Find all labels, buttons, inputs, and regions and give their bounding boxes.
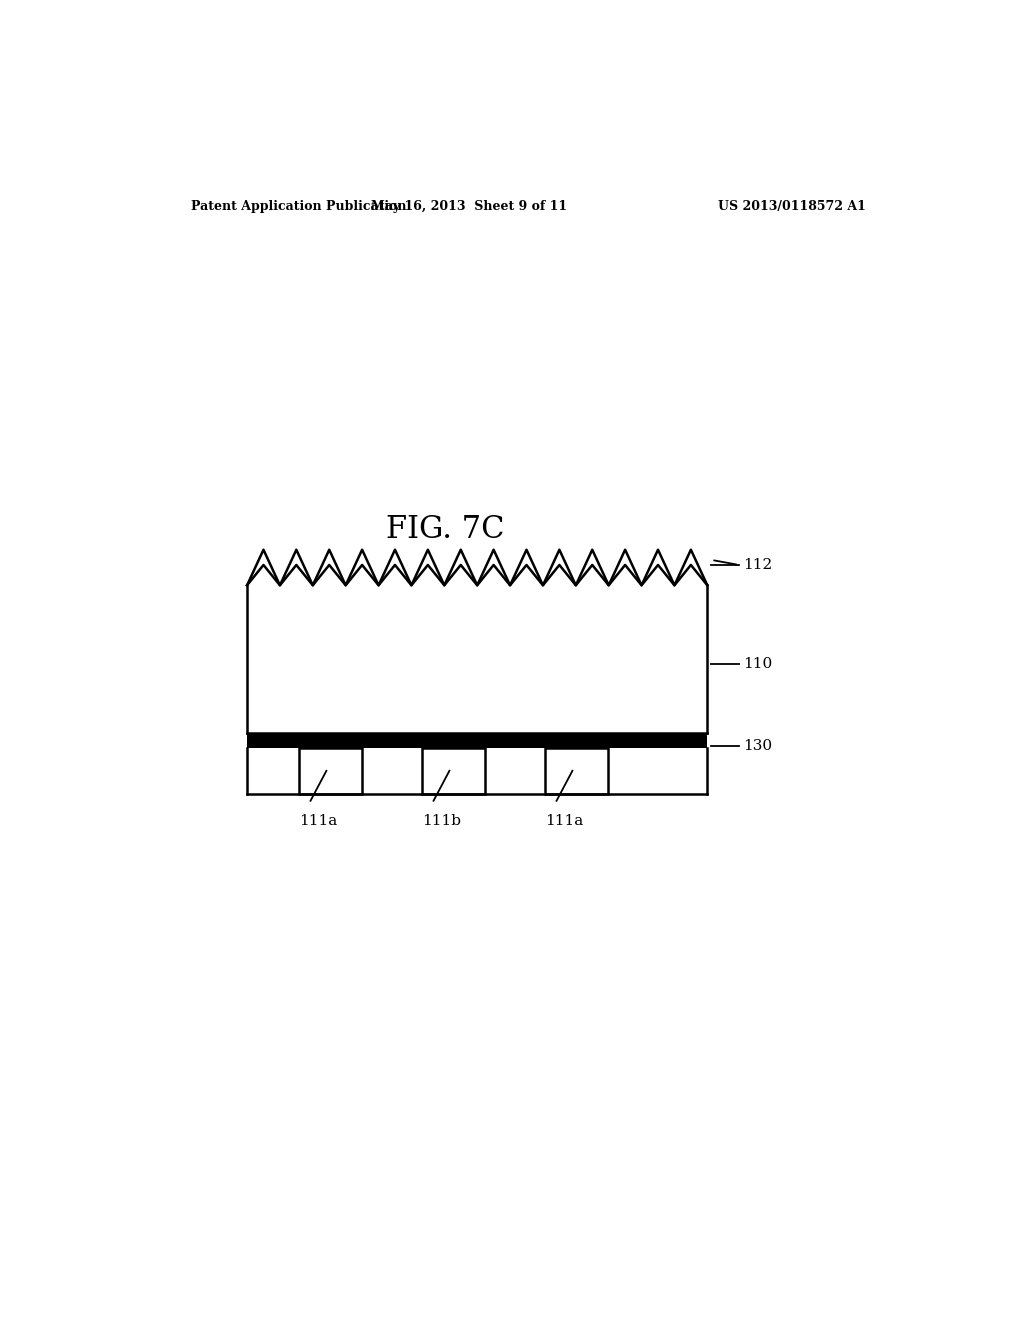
Text: US 2013/0118572 A1: US 2013/0118572 A1: [718, 199, 866, 213]
Bar: [545, 748, 608, 793]
Text: 112: 112: [743, 558, 772, 572]
Bar: [422, 748, 485, 793]
Text: Patent Application Publication: Patent Application Publication: [191, 199, 407, 213]
Text: FIG. 7C: FIG. 7C: [386, 513, 505, 545]
Text: May 16, 2013  Sheet 9 of 11: May 16, 2013 Sheet 9 of 11: [371, 199, 567, 213]
Text: 110: 110: [743, 656, 772, 671]
Text: 111a: 111a: [299, 814, 338, 828]
Text: 130: 130: [743, 739, 772, 752]
Bar: [247, 733, 708, 748]
Text: 111b: 111b: [422, 814, 461, 828]
Bar: [299, 748, 362, 793]
Text: 111a: 111a: [546, 814, 584, 828]
